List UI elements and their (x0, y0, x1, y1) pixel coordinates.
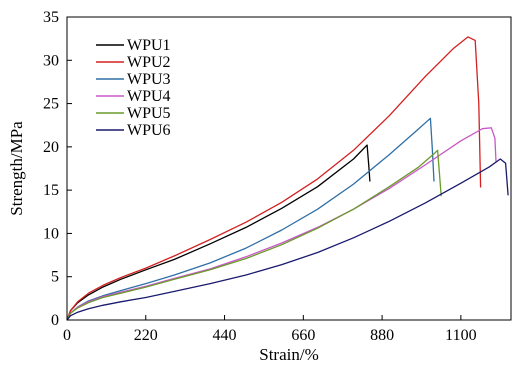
plot-series-group (66, 36, 509, 321)
x-tick-label: 880 (370, 327, 394, 344)
legend-label-wpu6: WPU6 (127, 122, 171, 139)
y-tick-label: 10 (43, 225, 59, 242)
x-tick-label: 1100 (445, 327, 476, 344)
x-tick-label: 440 (213, 327, 237, 344)
y-tick-label: 30 (43, 52, 59, 69)
legend-label-wpu5: WPU5 (127, 105, 171, 122)
y-axis-title: Strength/MPa (7, 121, 26, 216)
legend-label-wpu2: WPU2 (127, 54, 171, 71)
legend-label-wpu1: WPU1 (127, 37, 171, 54)
x-tick-label: 660 (291, 327, 315, 344)
axes-group: 0 220 440 660 880 1100 0 5 10 15 20 25 30 35 (43, 9, 512, 344)
y-tick-label: 35 (43, 9, 59, 26)
series-line-wpu4 (66, 127, 497, 321)
series-line-wpu1 (66, 144, 371, 321)
y-tick-label: 0 (51, 312, 59, 329)
y-tick-label: 25 (43, 96, 59, 113)
series-line-wpu6 (66, 158, 509, 321)
x-axis-title: Strain/% (259, 345, 319, 364)
x-tick-label: 0 (63, 327, 71, 344)
plot-frame (66, 16, 512, 321)
y-tick-label: 5 (51, 269, 59, 286)
y-tick-label: 15 (43, 182, 59, 199)
y-tick-label: 20 (43, 139, 59, 156)
series-line-wpu5 (66, 149, 442, 321)
legend-label-wpu3: WPU3 (127, 71, 171, 88)
x-tick-label: 220 (134, 327, 158, 344)
legend-label-wpu4: WPU4 (127, 88, 171, 105)
series-line-wpu2 (66, 36, 482, 321)
